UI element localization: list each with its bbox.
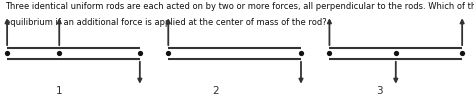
Text: 3: 3: [376, 86, 383, 96]
Text: Three identical uniform rods are each acted on by two or more forces, all perpen: Three identical uniform rods are each ac…: [5, 2, 474, 11]
Text: equilibrium if an additional force is applied at the center of mass of the rod?: equilibrium if an additional force is ap…: [5, 18, 327, 27]
Text: 1: 1: [56, 86, 63, 96]
Text: 2: 2: [212, 86, 219, 96]
